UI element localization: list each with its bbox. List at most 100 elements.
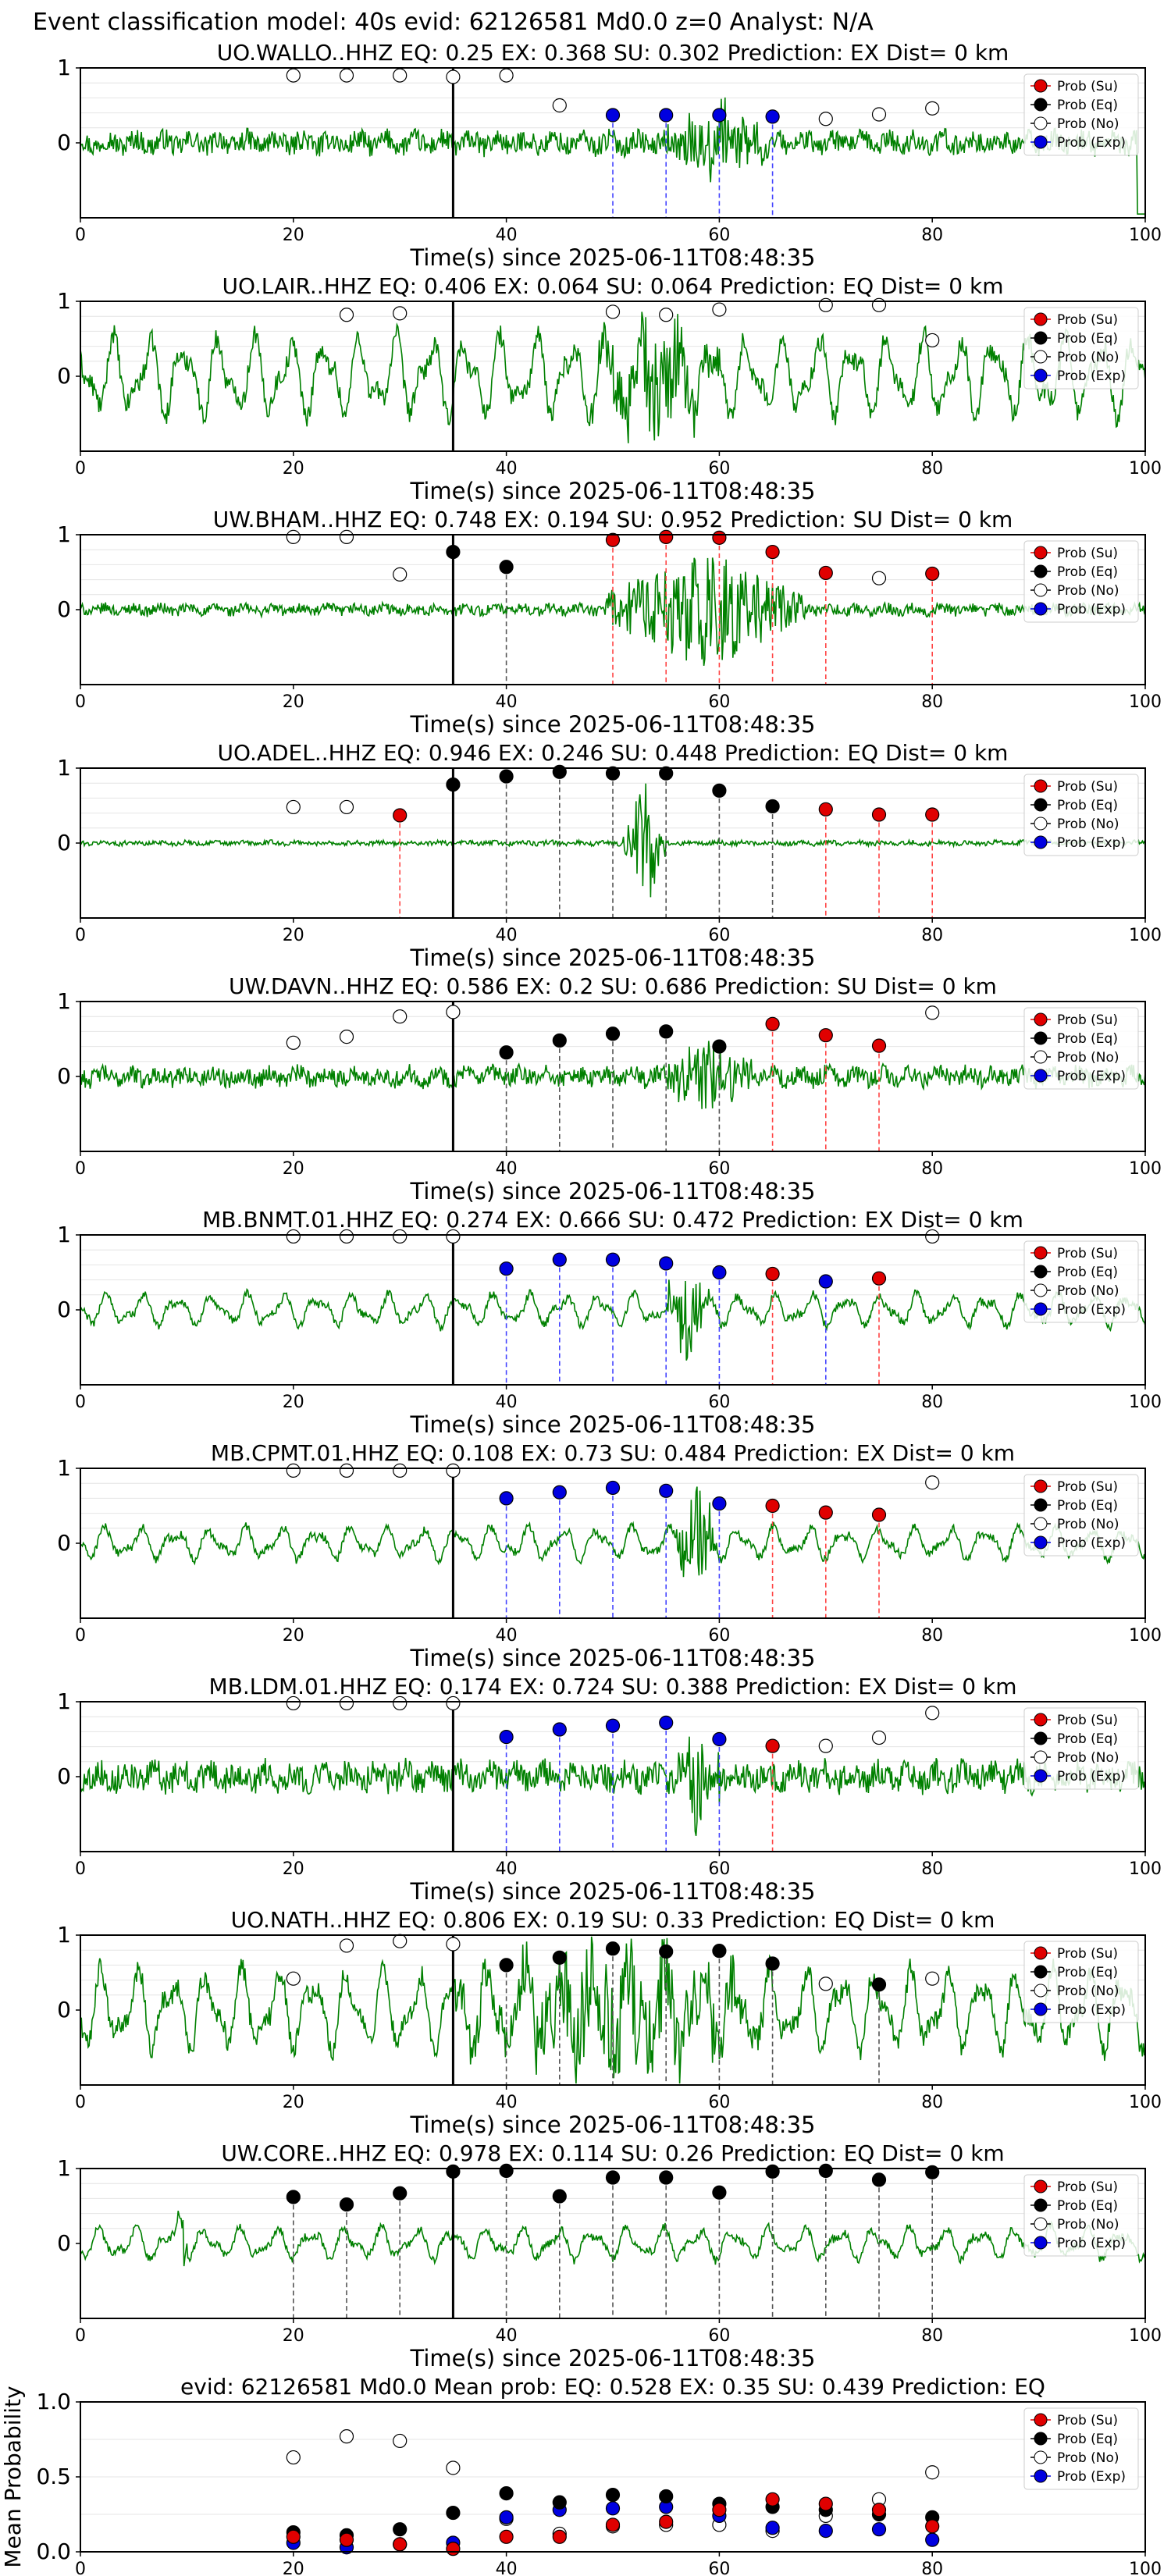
panel-5-waveform-trace [80,1041,1146,1109]
panel-5-marker-eq-55 [659,1024,674,1039]
panel-11-marker-exp-50 [605,2501,621,2516]
panel-8-marker-no-20 [286,1695,301,1711]
panel-7-marker-no-20 [286,1463,301,1478]
panel-9-xtick-label-100: 100 [1129,2093,1162,2112]
panel-7-marker-no-35 [446,1463,461,1478]
panel-5: UW.DAVN..HHZ EQ: 0.586 EX: 0.2 SU: 0.686… [57,973,1162,1204]
panel-11-marker-no-20 [286,2450,301,2465]
panel-11-marker-no-35 [446,2460,461,2475]
panel-1-xtick-label-100: 100 [1129,226,1162,245]
panel-6-marker-exp-45 [552,1252,567,1267]
panel-8-xtick-label-40: 40 [496,1859,518,1879]
panel-2-legend-label-2: Prob (No) [1057,350,1119,365]
panel-10-legend-label-0: Prob (Su) [1057,2179,1118,2195]
panel-11-ytick-label-1: 0.5 [36,2464,71,2489]
panel-8-xtick-label-20: 20 [283,1859,304,1879]
panel-6-marker-no-25 [339,1229,354,1244]
panel-8-marker-exp-55 [659,1715,674,1730]
panel-6-marker-no-80 [925,1229,940,1244]
panel-10-xtick-label-20: 20 [283,2326,304,2346]
panel-3-marker-su-60 [712,530,727,545]
panel-7-marker-su-75 [871,1507,887,1522]
panel-10-xtick-label-80: 80 [921,2326,943,2346]
panel-8-legend-label-0: Prob (Su) [1057,1713,1118,1728]
panel-3-xtick-label-20: 20 [283,692,304,712]
panel-5-marker-no-25 [339,1030,354,1044]
panel-5-xlabel: Time(s) since 2025-06-11T08:48:35 [410,1178,816,1204]
panel-5-legend-marker-0 [1034,1012,1048,1026]
panel-10-marker-eq-65 [765,2164,780,2179]
panel-1-xtick-label-0: 0 [75,226,86,245]
panel-6-marker-su-75 [871,1271,887,1286]
panel-11-marker-su-70 [818,2496,833,2511]
panel-1-marker-no-70 [818,112,833,126]
panel-3-legend-label-1: Prob (Eq) [1057,564,1118,580]
panel-9-marker-no-80 [925,1971,940,1986]
panel-4-legend-marker-0 [1034,779,1048,793]
panel-3-ytick-label-0: 1 [57,521,71,547]
panel-4-marker-no-20 [286,799,301,815]
panel-7-xtick-label-100: 100 [1129,1626,1162,1646]
panel-6-axes-frame [80,1234,1146,1386]
panel-8: MB.LDM.01.HHZ EQ: 0.174 EX: 0.724 SU: 0.… [57,1674,1162,1905]
panel-1-marker-no-25 [339,68,354,83]
panel-2-legend-label-3: Prob (Exp) [1057,368,1126,384]
panel-8-marker-exp-50 [605,1718,621,1733]
panel-7-legend-marker-2 [1034,1517,1048,1531]
panel-9-marker-eq-50 [605,1941,621,1956]
panel-10-marker-eq-75 [871,2172,887,2187]
panel-10: UW.CORE..HHZ EQ: 0.978 EX: 0.114 SU: 0.2… [57,2140,1162,2371]
panel-3-xtick-label-60: 60 [708,692,730,712]
panel-11-xtick-label-80: 80 [921,2560,943,2576]
panel-9-marker-no-30 [393,1934,408,1948]
panel-11-marker-no-30 [393,2433,408,2449]
panel-4-xtick-label-60: 60 [708,926,730,945]
panel-6-marker-no-30 [393,1229,408,1244]
panel-4-marker-eq-35 [446,777,461,792]
panel-6-marker-su-65 [765,1266,780,1282]
panel-7-marker-no-80 [925,1475,940,1490]
panel-8-marker-no-75 [871,1730,887,1745]
panel-4-ytick-label-1: 0 [57,830,71,856]
panel-11-marker-su-80 [925,2519,940,2534]
panel-4-marker-eq-60 [712,783,727,798]
panel-8-marker-exp-60 [712,1731,727,1747]
panel-1-marker-no-75 [871,107,887,122]
panel-4-xtick-label-100: 100 [1129,926,1162,945]
panel-4-legend-marker-2 [1034,817,1048,831]
panel-9-legend-marker-3 [1034,2002,1048,2016]
panel-3-axes-frame [80,534,1146,685]
panel-7-legend-marker-3 [1034,1535,1048,1550]
panel-9-marker-eq-65 [765,1956,780,1971]
panel-1: UO.WALLO..HHZ EQ: 0.25 EX: 0.368 SU: 0.3… [57,40,1162,271]
panel-7-legend-marker-1 [1034,1498,1048,1512]
panel-3-xtick-label-100: 100 [1129,692,1162,712]
panel-1-legend-box [1023,73,1139,156]
panel-2-xtick-label-40: 40 [496,459,518,479]
panel-10-marker-eq-25 [339,2197,354,2212]
panel-2-marker-no-60 [712,302,727,317]
panel-4-ytick-label-0: 1 [57,755,71,781]
panel-2-legend-marker-0 [1034,312,1048,326]
panel-8-xtick-label-80: 80 [921,1859,943,1879]
panel-11-marker-eq-50 [605,2487,621,2503]
panel-10-xtick-label-100: 100 [1129,2326,1162,2346]
panel-8-legend-marker-1 [1034,1731,1048,1745]
panel-4-legend-label-2: Prob (No) [1057,817,1119,832]
panel-10-marker-eq-50 [605,2170,621,2185]
panel-4: UO.ADEL..HHZ EQ: 0.946 EX: 0.246 SU: 0.4… [57,740,1162,971]
panel-1-legend-label-0: Prob (Su) [1057,79,1118,94]
panel-5-legend-marker-1 [1034,1031,1048,1045]
panel-8-waveform-trace [80,1736,1146,1836]
panel-2-marker-no-80 [925,333,940,348]
panel-5-xtick-label-60: 60 [708,1159,730,1179]
panel-4-waveform-trace [80,783,1146,898]
panel-6-title: MB.BNMT.01.HHZ EQ: 0.274 EX: 0.666 SU: 0… [202,1207,1023,1233]
panel-3-xtick-label-0: 0 [75,692,86,712]
panel-4-xtick-label-20: 20 [283,926,304,945]
panel-9-marker-no-20 [286,1971,301,1986]
panel-10-marker-eq-80 [925,2165,940,2179]
panel-3-marker-eq-40 [499,560,514,575]
panel-11-legend-marker-1 [1034,2432,1048,2446]
panel-10-ytick-label-1: 0 [57,2230,71,2256]
